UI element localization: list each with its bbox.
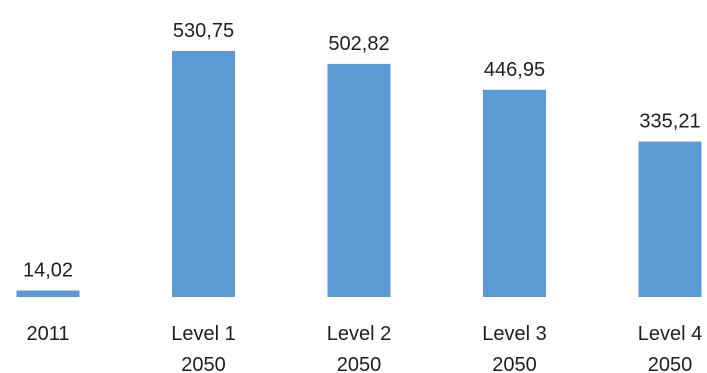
category-label-1-line-1: 2050 [181, 354, 226, 373]
data-label-4: 335,21 [639, 111, 700, 133]
data-label-0: 14,02 [23, 260, 73, 282]
data-label-3: 446,95 [484, 59, 545, 81]
bars-group [16, 51, 702, 298]
category-label-3-line-1: 2050 [492, 354, 537, 373]
data-label-1: 530,75 [173, 20, 234, 42]
category-label-2-line-1: 2050 [337, 354, 382, 373]
bar-4 [638, 141, 702, 297]
category-label-3-line-0: Level 3 [482, 323, 547, 345]
category-label-2-line-0: Level 2 [327, 323, 392, 345]
bar-1 [172, 51, 235, 297]
category-label-0-line-0: 2011 [26, 323, 69, 345]
value-labels-group: 14,02 530,75 502,82 446,95 335,21 [23, 20, 701, 282]
data-label-2: 502,82 [328, 33, 389, 55]
category-label-4-line-0: Level 4 [638, 323, 703, 345]
bar-2 [327, 63, 391, 298]
bar-0 [16, 290, 80, 297]
category-label-1-line-0: Level 1 [171, 323, 236, 345]
category-label-4-line-1: 2050 [648, 354, 693, 373]
bar-3 [483, 89, 546, 297]
category-labels-group: 2011 Level 1 2050 Level 2 2050 Level 3 2050 Lev… [26, 323, 702, 373]
